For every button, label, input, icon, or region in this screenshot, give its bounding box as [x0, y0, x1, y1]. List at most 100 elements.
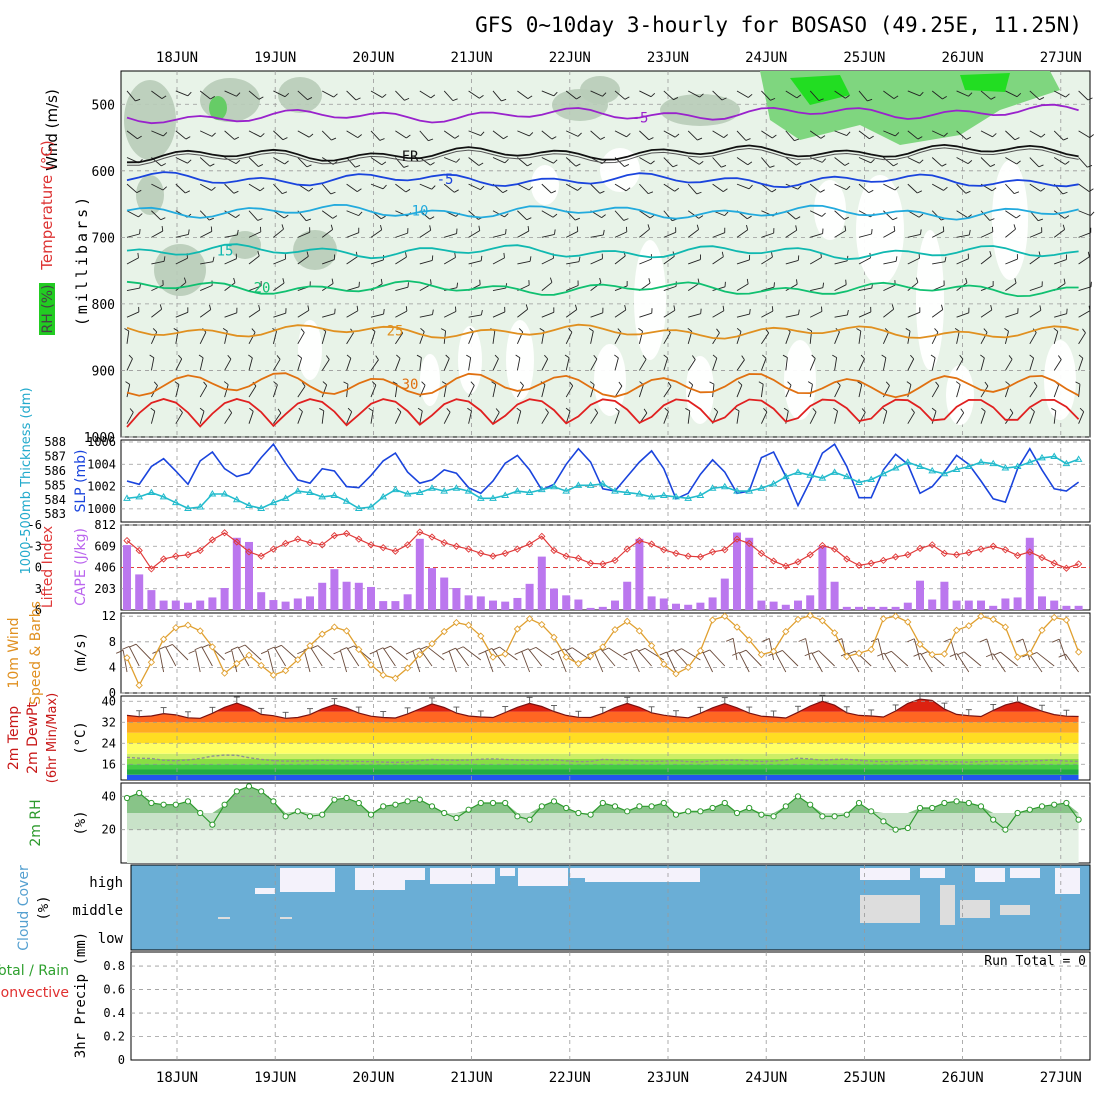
ua-barb-flag-20-5: [380, 224, 383, 231]
rh2m-point-11: [258, 788, 265, 795]
ua-barb-50-12: [736, 410, 740, 424]
w10-point-4: [172, 624, 180, 632]
li-point-78: [1074, 560, 1083, 568]
ua-barb-flag-30-3: [502, 189, 508, 194]
ua-barb-38-0: [590, 90, 603, 97]
rh2m-point-27: [453, 814, 460, 822]
w10-barb-76: [1036, 652, 1055, 667]
ua-barb-flag-78-10: [1078, 354, 1084, 359]
ua-barb-54-10: [785, 357, 788, 371]
thickness-point-24: [415, 488, 424, 496]
bottom-date-tick-18JUN: 18JUN: [156, 1070, 198, 1086]
ua-barb-28-3: [468, 183, 481, 191]
cape-bar-2: [147, 590, 156, 610]
ua-barb-flag-52-12: [763, 407, 768, 413]
w10-barb-45: [666, 651, 677, 673]
ua-barb-flag-18-10: [346, 354, 352, 359]
ua-barb-flag-52-11: [758, 381, 764, 385]
w10-barb-74: [1022, 638, 1031, 661]
ua-barb-22-10: [394, 358, 401, 371]
ua-barb-14-10: [297, 357, 303, 371]
ua-barb-flag-38-12: [594, 408, 599, 414]
ua-barb-58-6: [834, 260, 848, 265]
ua-barb-flag-52-9: [765, 328, 770, 334]
w10-barb-flag-28: [448, 647, 456, 652]
w10-point-40: [611, 626, 619, 634]
cape-bar-28: [464, 595, 473, 610]
ua-barb-flag-26-12: [446, 408, 451, 413]
ua-barb-10-4: [248, 210, 259, 221]
ua-barb-18-0: [346, 90, 357, 101]
li-point-60: [855, 561, 863, 570]
ua-barb-14-2: [297, 157, 308, 168]
ua-barb-flag-24-1: [428, 138, 434, 142]
cloud-clear-block-1: [280, 868, 335, 892]
ua-barb-flag-78-8: [1088, 305, 1091, 311]
ua-barb-16-0: [321, 90, 334, 98]
ua-barb-52-8: [761, 310, 774, 318]
ua-barb-18-11: [346, 384, 349, 398]
li-point-47: [696, 553, 705, 561]
w10-point-21: [379, 671, 387, 679]
ua-barb-flag-14-4: [306, 218, 312, 222]
li-point-27: [452, 542, 461, 550]
ua-barb-flag-12-11: [273, 381, 278, 386]
ua-barb-58-5: [834, 230, 846, 238]
ua-barb-20-3: [370, 183, 384, 190]
ua-barb-18-7: [346, 286, 360, 292]
rh2m-point-31: [502, 799, 509, 807]
cape-bar-40: [611, 600, 619, 610]
ua-barb-flag-78-11: [1075, 381, 1081, 385]
ua-barb-54-0: [785, 90, 798, 99]
ua-barb-flag-46-4: [698, 215, 704, 219]
ua-barb-40-6: [614, 255, 626, 265]
thickness-point-63: [891, 464, 900, 471]
w10-barb-70: [963, 651, 982, 667]
isotherm-label-2: -5: [437, 172, 454, 188]
pr-ytick-0.8: 0.8: [103, 959, 125, 973]
ua-barb-44-0: [663, 90, 674, 100]
li-point-8: [220, 529, 229, 537]
cape-bar-73: [1013, 597, 1022, 610]
ua-barb-32-8: [517, 308, 528, 318]
ua-barb-flag-44-8: [673, 305, 676, 311]
ua-barb-flag-24-3: [431, 185, 436, 190]
ua-barb-flag-18-4: [358, 211, 363, 216]
ua-barb-78-1: [1078, 130, 1090, 138]
ua-barb-flag-60-10: [860, 354, 865, 359]
w10-barb-16: [310, 647, 323, 667]
rh2m-point-74: [1026, 806, 1033, 813]
ua-barb-flag-22-8: [405, 306, 408, 312]
ua-barb-10-9: [248, 332, 256, 345]
ua-barb-56-4: [810, 210, 823, 217]
ua-barb-32-0: [517, 90, 529, 99]
ua-barb-48-2: [712, 157, 722, 168]
ua-barb-flag-18-0: [355, 97, 361, 101]
ua-barb-8-12: [224, 412, 233, 424]
w10-barb-flag-17: [310, 645, 318, 649]
slp-ytick-1002: 1002: [87, 480, 116, 494]
isotherm-line-1: [126, 143, 1079, 164]
thickness-point-62: [879, 469, 888, 477]
ua-barb-flag-50-9: [736, 327, 742, 332]
rh2m-point-5: [184, 798, 192, 805]
ua-barb-flag-50-0: [747, 93, 753, 98]
ua-barb-16-3: [321, 183, 332, 195]
thickness-point-64: [903, 458, 912, 465]
ua-barb-10-7: [248, 285, 262, 292]
ua-barb-flag-60-2: [870, 158, 875, 164]
cloud-level-low: low: [98, 931, 124, 947]
ua-barb-flag-62-1: [895, 132, 900, 137]
ua-barb-40-7: [614, 285, 628, 292]
ua-barb-72-5: [1005, 228, 1016, 238]
ua-barb-flag-6-6: [212, 256, 215, 262]
ua-barb-52-10: [760, 358, 767, 371]
w10-barb-10: [237, 646, 250, 667]
rh2m-point-52: [758, 811, 765, 818]
ua-barb-flag-50-11: [737, 381, 743, 386]
ua-barb-70-2: [980, 157, 991, 167]
ua-barb-70-4: [980, 210, 991, 221]
ua-barb-flag-54-5: [795, 225, 798, 231]
rh2m-point-16: [319, 811, 326, 818]
t2-ytick-32: 32: [102, 715, 116, 729]
